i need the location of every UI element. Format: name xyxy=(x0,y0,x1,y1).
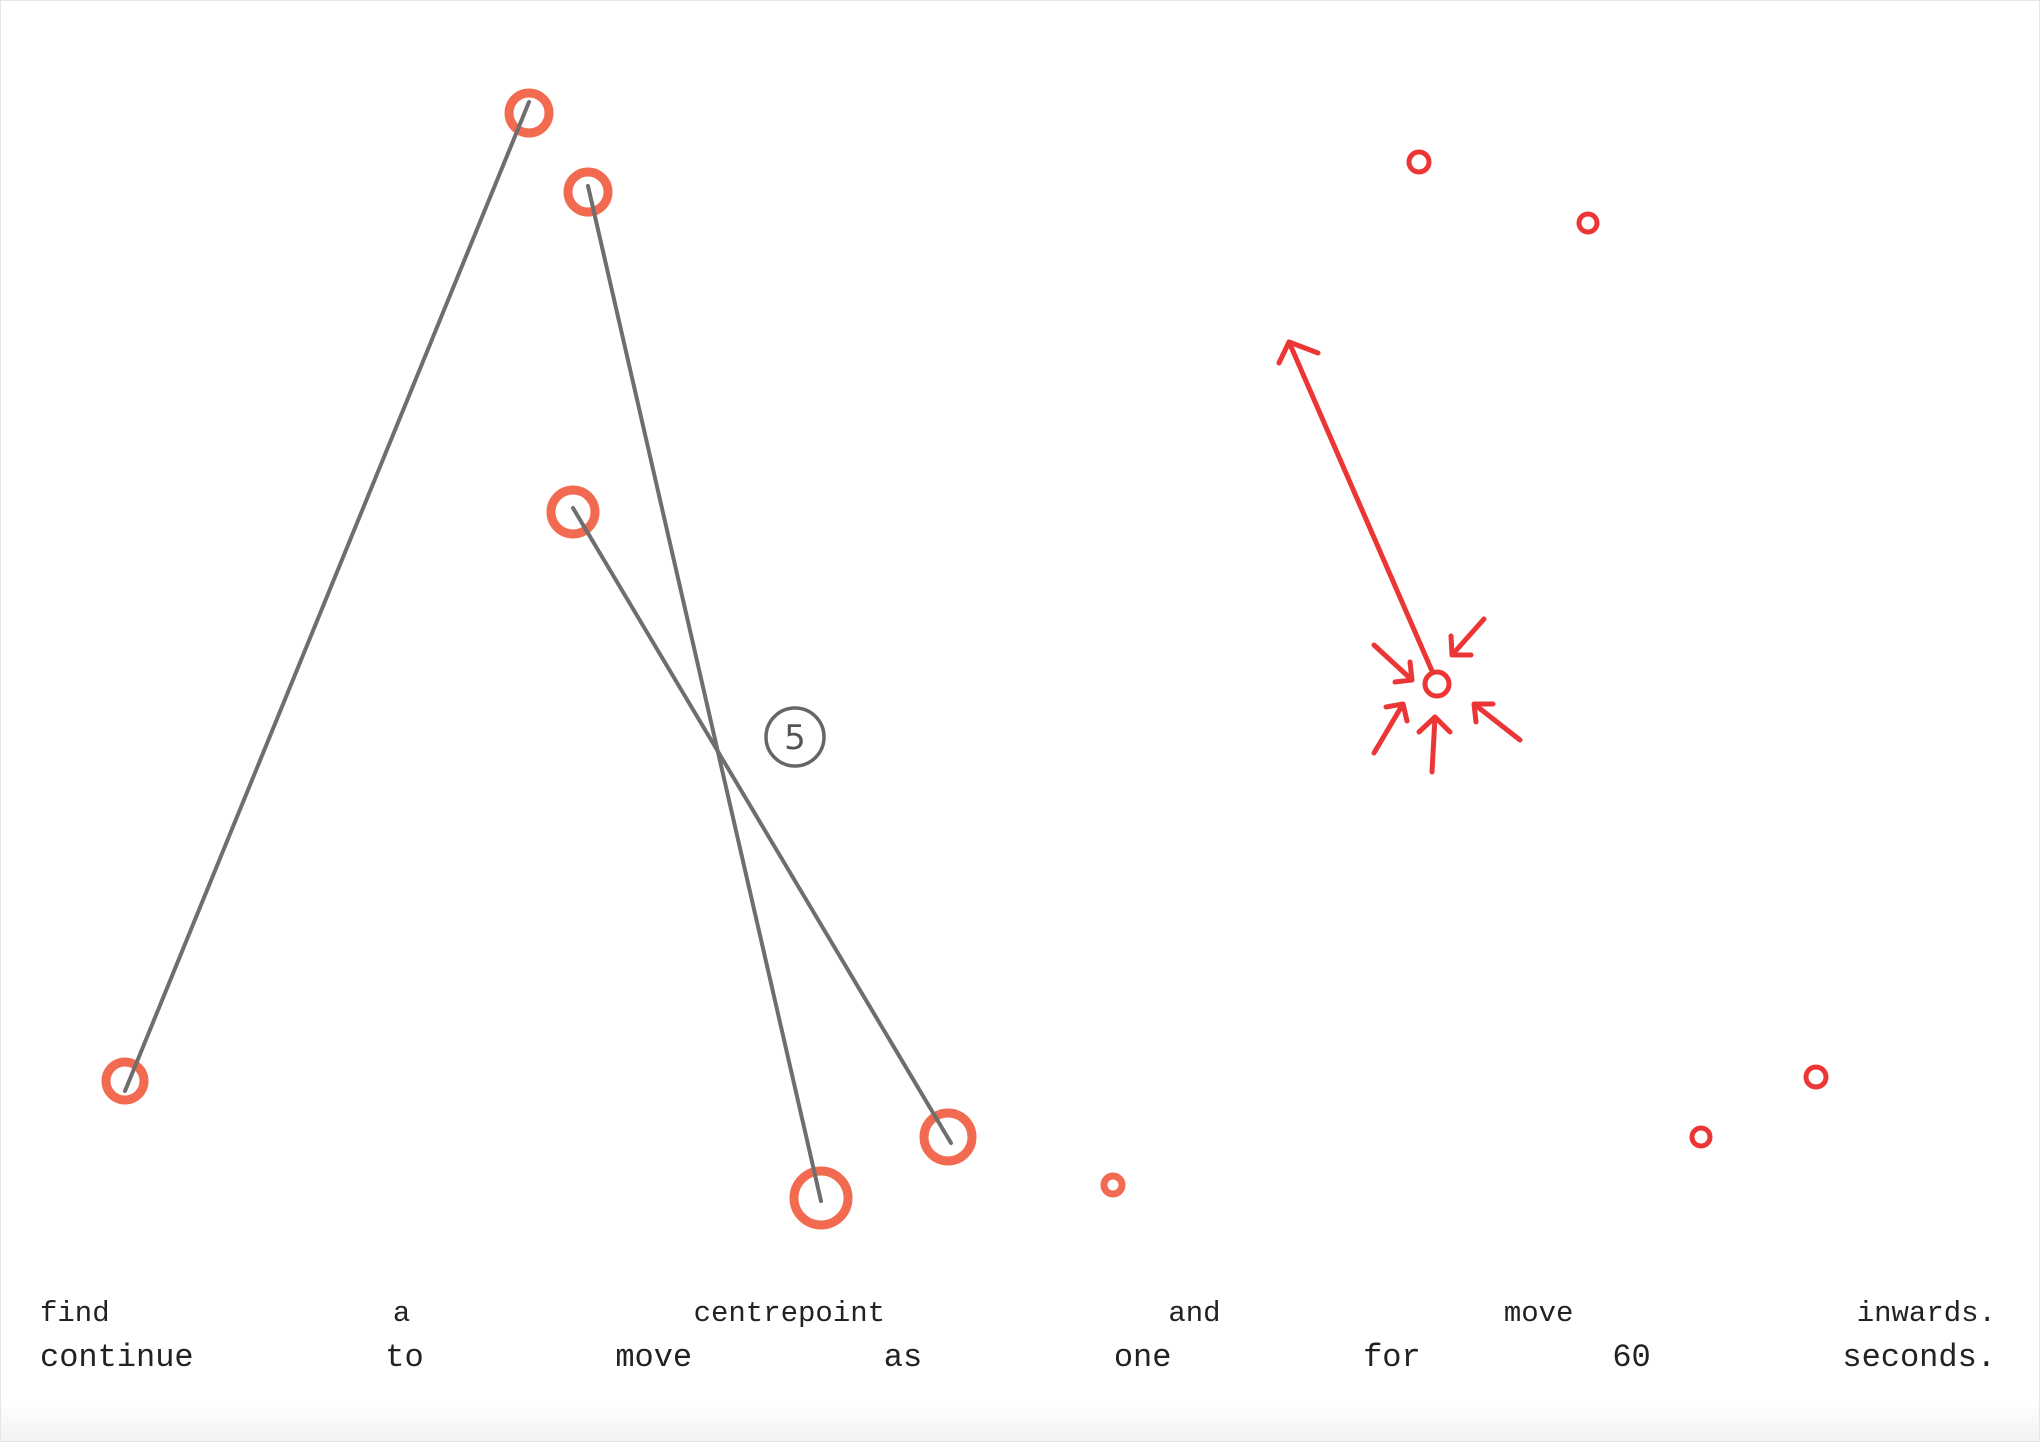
text-line: continue to move as one for 60 seconds. xyxy=(40,1339,1996,1376)
word: a xyxy=(392,1297,411,1330)
inward-arrow xyxy=(1416,714,1453,775)
word: for xyxy=(1363,1339,1421,1376)
outward-arrow xyxy=(1276,339,1435,674)
centre-dot xyxy=(1422,669,1452,699)
connecting-lines xyxy=(123,100,953,1203)
inward-arrow xyxy=(1371,701,1410,756)
word: find xyxy=(40,1297,110,1330)
dot xyxy=(504,88,554,138)
line xyxy=(123,100,531,1093)
number-circle xyxy=(764,706,826,768)
word: as xyxy=(883,1339,923,1376)
dot xyxy=(1803,1064,1829,1090)
word: and xyxy=(1168,1297,1221,1330)
dot xyxy=(563,167,613,217)
dot xyxy=(1406,149,1432,175)
word: one xyxy=(1113,1339,1172,1376)
dot xyxy=(789,1166,853,1230)
orange-circles xyxy=(101,88,1126,1230)
word: centrepoint xyxy=(693,1297,886,1330)
line xyxy=(571,506,953,1145)
inward-arrow xyxy=(1371,642,1415,685)
word: inwards. xyxy=(1856,1297,1996,1330)
word: move xyxy=(1503,1297,1574,1330)
word: 60 xyxy=(1612,1339,1651,1376)
dot xyxy=(919,1108,977,1166)
dot xyxy=(1576,211,1600,235)
word: seconds. xyxy=(1842,1339,1996,1376)
inward-arrow xyxy=(1471,701,1523,743)
inward-arrow xyxy=(1448,616,1487,658)
dot xyxy=(546,485,600,539)
number-label: 5 xyxy=(784,718,806,758)
word: to xyxy=(385,1339,424,1376)
red-marks xyxy=(1276,149,1829,1149)
line xyxy=(586,184,823,1203)
text-line: find a centrepoint and move inwards. xyxy=(40,1297,1996,1330)
dot xyxy=(1689,1125,1713,1149)
word: continue xyxy=(40,1339,194,1376)
dot xyxy=(1100,1172,1126,1198)
word: move xyxy=(615,1339,693,1376)
dot xyxy=(101,1057,149,1105)
